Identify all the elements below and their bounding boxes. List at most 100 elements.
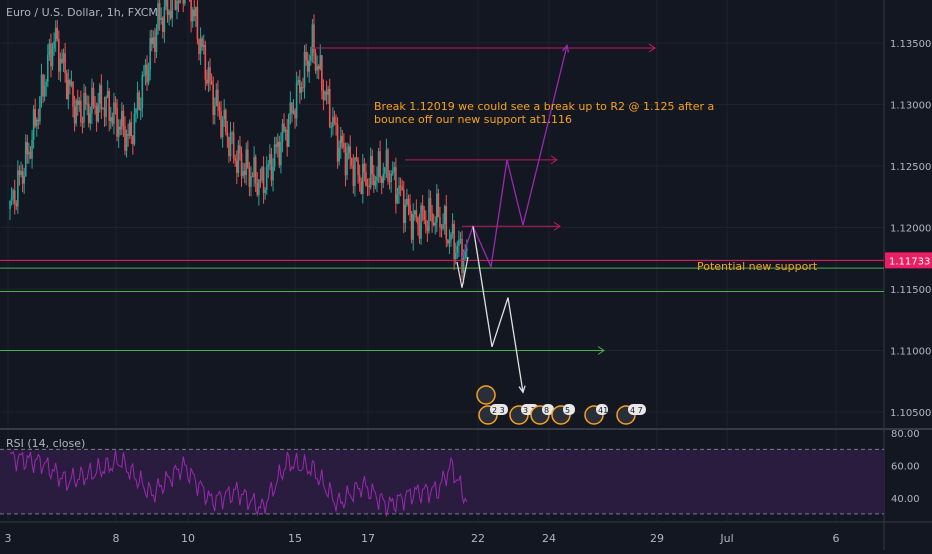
candle-body xyxy=(174,0,177,10)
candle-body xyxy=(339,135,342,148)
candle-body xyxy=(73,106,76,124)
event-badge-count-bg xyxy=(563,404,575,415)
candle-body xyxy=(391,171,394,174)
candle-body xyxy=(363,163,366,173)
candle-body xyxy=(76,100,79,105)
candle-body xyxy=(272,166,274,181)
candle-body xyxy=(202,44,205,48)
candle-body xyxy=(365,172,367,186)
drop-arrow xyxy=(456,256,469,288)
candle-body xyxy=(259,179,262,181)
candle-body xyxy=(362,163,364,194)
candle-body xyxy=(20,171,22,175)
candle-body xyxy=(398,185,400,195)
annotation-break: Break 1.12019 we could see a break up to… xyxy=(374,100,714,126)
candle-body xyxy=(179,0,181,3)
candle-body xyxy=(84,93,87,105)
candle-body xyxy=(91,87,93,114)
candle-body xyxy=(43,85,46,97)
candle-body xyxy=(23,176,25,184)
candle-body xyxy=(321,55,323,91)
candle-body xyxy=(404,204,407,224)
candle-body xyxy=(254,156,257,184)
projected-arrow xyxy=(562,44,570,53)
candle-body xyxy=(125,134,128,151)
candle-body xyxy=(149,38,151,70)
candle-body xyxy=(431,212,433,223)
candle-body xyxy=(374,180,377,186)
candle-body xyxy=(132,136,134,145)
price-tick-label: 1.11000 xyxy=(890,347,931,358)
candle-body xyxy=(354,157,356,186)
candle-body xyxy=(138,92,140,111)
time-tick-label: 6 xyxy=(833,532,840,545)
candle-body xyxy=(150,38,153,45)
candle-body xyxy=(223,109,225,120)
candle-body xyxy=(281,123,284,142)
candle-body xyxy=(98,85,101,104)
candle-body xyxy=(51,48,54,67)
candle-body xyxy=(357,159,359,176)
candle-body xyxy=(387,149,389,182)
candle-body xyxy=(50,43,52,67)
candle-body xyxy=(169,10,172,19)
candle-body xyxy=(34,109,36,127)
candle-body xyxy=(456,246,459,253)
price-tick-label: 1.10500 xyxy=(890,408,931,419)
candle-body xyxy=(232,132,235,159)
candle-body xyxy=(106,91,109,97)
candle-body xyxy=(228,136,230,157)
candle-body xyxy=(86,103,88,105)
candle-body xyxy=(128,122,131,136)
candle-body xyxy=(210,80,213,85)
level-arrow xyxy=(553,221,561,231)
level-arrow xyxy=(550,155,558,165)
projected-path xyxy=(461,45,568,270)
candle-body xyxy=(413,210,416,215)
candle-body xyxy=(273,144,276,167)
candle-body xyxy=(437,193,440,218)
candle-body xyxy=(42,74,44,97)
candle-body xyxy=(442,224,444,229)
candle-body xyxy=(459,238,462,240)
candle-body xyxy=(224,109,227,132)
candle-body xyxy=(195,7,197,17)
candle-body xyxy=(429,198,432,213)
candle-body xyxy=(461,238,463,273)
current-price-tag xyxy=(885,252,932,269)
candle-body xyxy=(110,117,112,121)
candle-body xyxy=(204,44,207,80)
candle-body xyxy=(393,167,396,172)
candle-body xyxy=(454,252,457,259)
rsi-tick-label: 40.00 xyxy=(891,494,920,505)
candle-body xyxy=(61,58,63,63)
candle-body xyxy=(269,153,271,165)
candle-body xyxy=(75,100,77,124)
candle-body xyxy=(105,96,107,117)
candle-body xyxy=(418,224,421,239)
candle-body xyxy=(299,79,301,93)
candle-body xyxy=(379,151,381,178)
candle-body xyxy=(432,222,435,226)
candle-body xyxy=(253,156,255,177)
candle-body xyxy=(213,105,216,115)
candle-body xyxy=(349,146,351,159)
price-tick-label: 1.12500 xyxy=(890,162,931,173)
candle-body xyxy=(251,176,254,178)
candle-body xyxy=(26,142,29,155)
time-tick-label: 15 xyxy=(288,532,302,545)
candle-body xyxy=(347,146,350,153)
candle-body xyxy=(191,9,194,22)
candle-body xyxy=(177,1,180,3)
candle-body xyxy=(434,222,437,226)
event-badge-count: 5 xyxy=(565,406,570,415)
candle-body xyxy=(406,198,408,205)
candle-body xyxy=(83,93,85,123)
candle-body xyxy=(94,105,96,107)
candle-body xyxy=(289,102,292,115)
rsi-tick-label: 60.00 xyxy=(891,462,920,473)
candle-body xyxy=(10,198,13,201)
projected-arrow xyxy=(518,385,526,394)
candle-body xyxy=(201,38,203,48)
candle-body xyxy=(64,53,66,74)
